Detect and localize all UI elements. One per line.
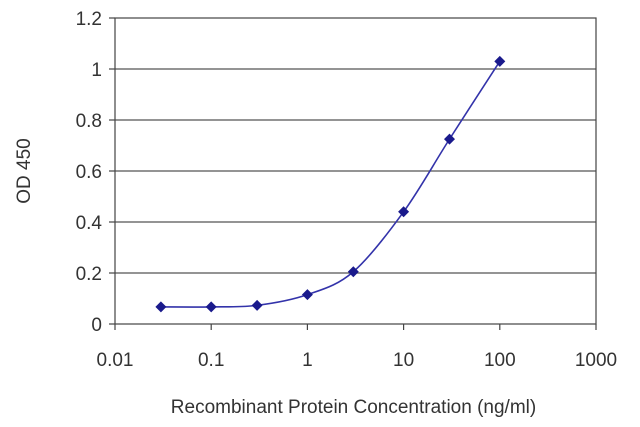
- x-tick-label: 100: [484, 350, 516, 371]
- y-tick-label: 1.2: [76, 9, 102, 30]
- x-tick-label: 0.1: [198, 350, 224, 371]
- y-tick-label: 0.2: [76, 264, 102, 285]
- x-tick-label: 1: [302, 350, 313, 371]
- data-point: [251, 299, 263, 311]
- data-point: [347, 266, 359, 278]
- x-tick-label: 0.01: [97, 350, 134, 371]
- x-axis-title: Recombinant Protein Concentration (ng/ml…: [171, 397, 536, 418]
- data-point: [494, 55, 506, 67]
- y-tick-label: 0: [91, 315, 102, 336]
- grid-lines: [115, 68, 596, 274]
- x-axis-ticks: 0.01 0.1 1 10 100 1000: [97, 324, 617, 371]
- data-point: [205, 301, 217, 313]
- fit-curve: [160, 60, 501, 308]
- x-tick-label: 10: [393, 350, 414, 371]
- data-point: [155, 301, 167, 313]
- y-axis-ticks: 0 0.2 0.4 0.6 0.8 1 1.2: [76, 9, 115, 336]
- data-point: [398, 206, 410, 218]
- y-tick-label: 0.8: [76, 111, 102, 132]
- y-tick-label: 0.6: [76, 162, 102, 183]
- data-point: [443, 133, 455, 145]
- y-tick-label: 0.4: [76, 213, 103, 234]
- y-axis-title: OD 450: [14, 138, 35, 203]
- x-tick-label: 1000: [575, 350, 617, 371]
- y-tick-label: 1: [91, 60, 102, 81]
- data-points: [155, 55, 506, 313]
- data-point: [301, 289, 313, 301]
